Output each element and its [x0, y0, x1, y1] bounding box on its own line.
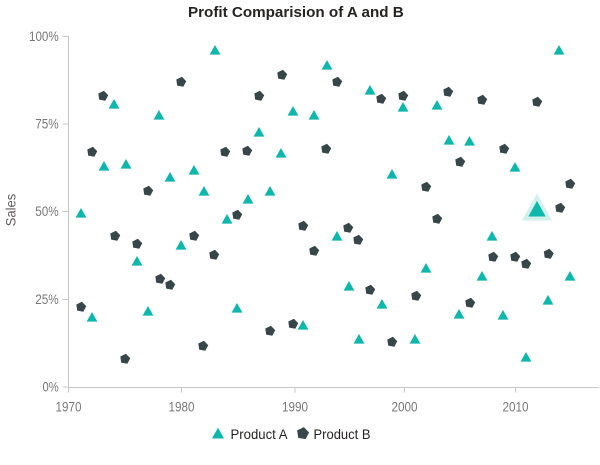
svg-text:Sales: Sales	[4, 194, 19, 227]
svg-text:100%: 100%	[29, 29, 59, 44]
svg-text:0%: 0%	[43, 380, 59, 395]
svg-text:75%: 75%	[35, 117, 59, 132]
svg-text:1980: 1980	[169, 400, 195, 415]
svg-text:1970: 1970	[56, 400, 82, 415]
svg-text:Profit Comparision of A and B: Profit Comparision of A and B	[188, 4, 404, 21]
svg-text:50%: 50%	[35, 204, 59, 219]
svg-text:1990: 1990	[282, 400, 308, 415]
svg-text:Product A: Product A	[231, 426, 289, 442]
svg-text:2000: 2000	[392, 400, 418, 415]
svg-text:25%: 25%	[35, 292, 59, 307]
svg-text:2010: 2010	[503, 400, 529, 415]
svg-text:Product B: Product B	[314, 426, 371, 442]
